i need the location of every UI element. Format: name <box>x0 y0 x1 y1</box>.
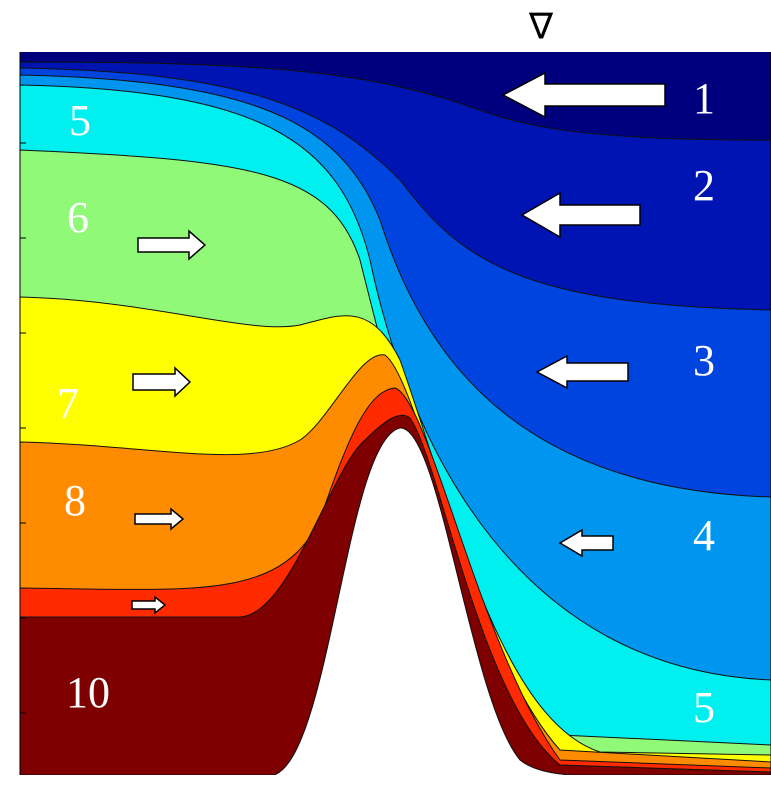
symbol: ∇ <box>528 6 554 46</box>
layer-label: 8 <box>64 476 86 525</box>
layer-label: 2 <box>693 161 715 210</box>
arrow <box>131 595 167 615</box>
arrow <box>520 191 641 239</box>
axis-ticks <box>19 52 771 775</box>
flow-arrows <box>131 71 666 615</box>
layer-label: 7 <box>57 379 79 428</box>
layer-label: 6 <box>67 193 89 242</box>
layer-label: 1 <box>693 74 715 123</box>
layer-label: 5 <box>693 683 715 732</box>
arrow <box>501 71 666 119</box>
arrow <box>558 528 614 558</box>
arrow <box>535 354 629 390</box>
layer-label: 10 <box>66 668 110 717</box>
layer-label: 3 <box>693 336 715 385</box>
arrow <box>132 366 192 398</box>
contour-plot <box>20 52 771 775</box>
layer-label: 5 <box>69 96 91 145</box>
layer-label: 4 <box>693 511 715 560</box>
arrow <box>137 229 207 261</box>
obstacle <box>271 427 579 775</box>
arrow <box>134 507 185 531</box>
